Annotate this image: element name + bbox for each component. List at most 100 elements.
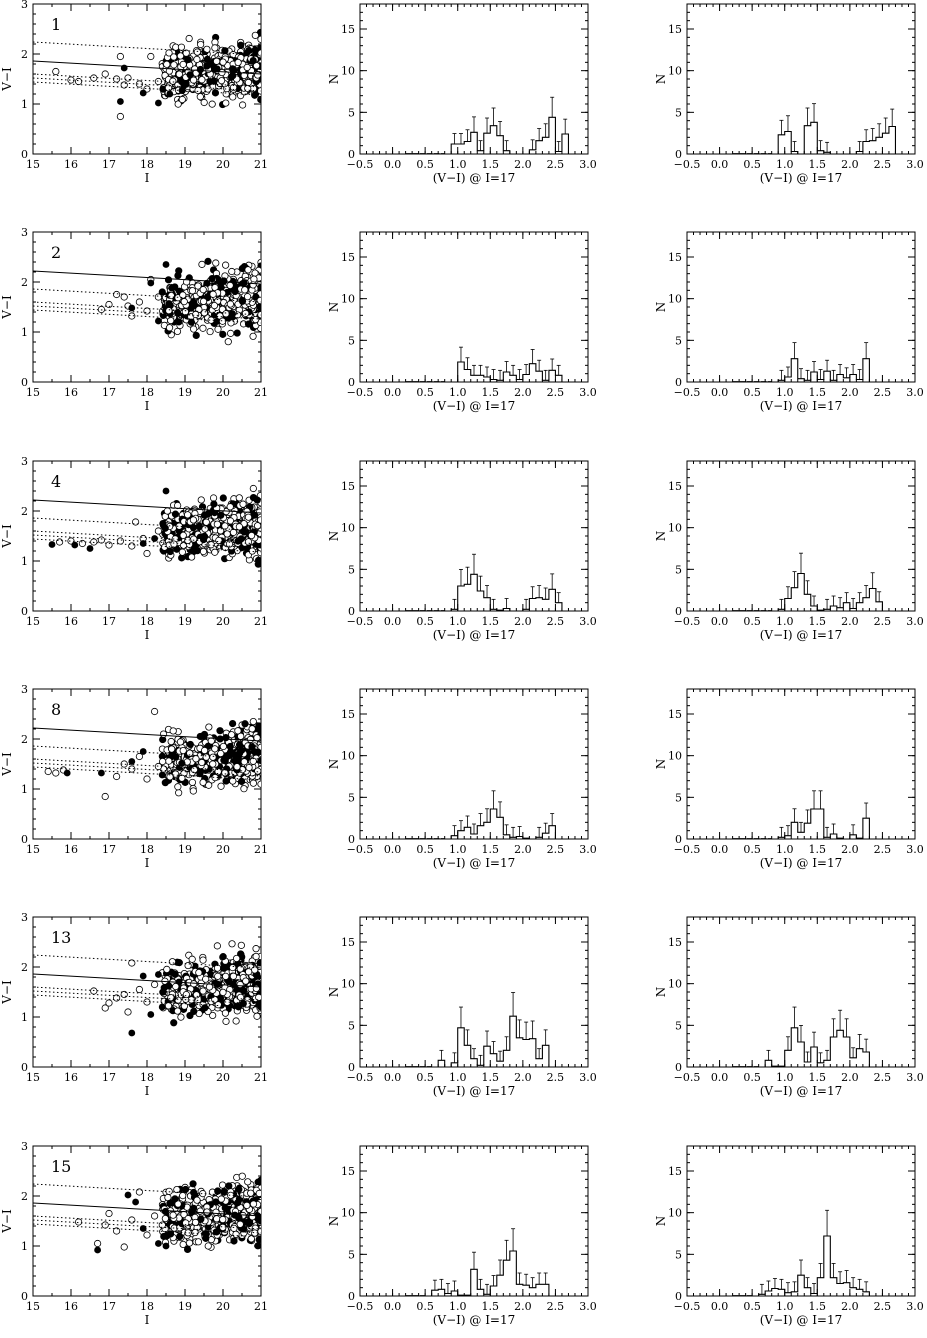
x-tick-label: 1.0 [776,386,794,399]
field-star-point [113,772,121,781]
field-star-point [181,308,189,316]
field-star-point [242,309,250,317]
histogram-steps [771,572,902,611]
y-tick-label: 5 [675,334,682,347]
field-star-point [257,35,261,43]
x-tick-label: 3.0 [906,386,924,399]
member-star-point [200,730,209,739]
histogram-bar [791,822,798,839]
field-star-point [244,513,253,521]
histogram-bar [458,362,465,382]
field-star-point [178,548,186,556]
field-star-point [257,49,261,57]
x-tick-label: −0.5 [674,158,701,171]
field-star-point [257,516,261,524]
field-star-point [143,775,151,783]
field-star-point [206,327,214,336]
field-star-point [207,316,215,324]
histogram-bar [536,598,543,611]
y-tick-label: 0 [21,148,28,161]
y-tick-label: 0 [21,833,28,846]
x-tick-label: 1.5 [809,386,827,399]
y-tick-label: 0 [21,605,28,618]
field-star-point [205,723,213,731]
y-tick-label: 10 [668,65,682,78]
x-axis-label: I [145,628,150,642]
histogram-panel: −0.5 0.0 0.5 1.0 1.5 2.0 2.5 3.0 0 5 10 15 (V−I) @ I… [327,231,597,413]
field-star-point [201,525,209,533]
member-star-point [162,261,170,268]
x-tick-label: 1.5 [809,843,827,856]
y-tick-label: 3 [21,911,28,924]
x-tick-label: −0.5 [674,386,701,399]
member-star-point [237,746,246,754]
histogram-bar [458,831,465,839]
histogram-panel: −0.5 0.0 0.5 1.0 1.5 2.0 2.5 3.0 0 5 10 15 (V−I) @ I… [654,3,924,185]
plot-area [732,552,902,611]
histogram-bar [484,822,491,839]
field-star-point [175,789,183,797]
field-star-point [234,58,242,67]
field-star-point [243,63,251,72]
field-star-point [165,307,173,315]
histogram-bar [562,134,569,154]
histogram-steps [444,808,575,839]
field-star-point [124,74,132,82]
member-star-point [229,65,237,73]
histogram-bar [536,141,543,154]
y-tick-label: 0 [348,376,355,389]
field-star-point [180,298,188,306]
field-star-point [167,316,175,325]
field-star-point [249,484,257,493]
y-tick-label: 15 [668,23,682,36]
x-tick-label: 0.5 [416,386,434,399]
x-tick-label: 2.5 [874,386,892,399]
field-star-point [190,766,199,774]
member-star-point [161,524,169,532]
member-star-point [139,89,147,97]
member-star-point [216,278,225,287]
member-star-point [203,62,211,70]
member-star-point [192,331,200,340]
histogram-steps [444,361,575,382]
histogram-bar [529,364,536,382]
field-star-point [250,275,258,283]
field-star-point [222,310,230,318]
panel-label: 8 [51,700,61,719]
histogram-bar [536,371,543,382]
cmd-panel-4: 15 16 17 18 19 20 21 0 1 2 3 I V−I 4 [0,455,268,642]
field-star-point [228,267,236,276]
field-star-point [244,78,253,87]
x-tick-label: 16 [64,615,78,628]
x-tick-label: 20 [216,843,230,856]
field-star-point [253,734,261,742]
field-star-point [116,52,125,61]
member-star-point [63,769,71,777]
histogram-bar [464,827,471,839]
y-tick-label: 2 [21,733,28,746]
x-axis-label: I [145,171,150,185]
x-tick-label: 18 [140,1071,154,1084]
field-star-point [252,62,261,70]
x-tick-label: 0.0 [711,386,729,399]
plot-frame [686,688,916,840]
x-axis-label: (V−I) @ I=17 [760,856,843,870]
member-star-point [257,95,261,104]
y-tick-label: 3 [21,0,28,11]
y-tick-label: 10 [668,293,682,306]
member-star-point [229,719,237,728]
field-star-point [207,541,215,549]
field-star-point [167,737,175,746]
member-star-point [186,71,194,79]
member-star-point [204,257,212,265]
member-star-point [158,288,166,296]
y-tick-label: 10 [668,522,682,535]
field-star-point [151,707,159,716]
y-tick-label: 0 [348,605,355,618]
member-star-point [186,740,194,749]
y-tick-label: 3 [21,455,28,468]
x-tick-label: 17 [102,843,116,856]
x-tick-label: 1.0 [449,843,467,856]
x-tick-label: 18 [140,615,154,628]
x-axis-label: (V−I) @ I=17 [433,171,516,185]
